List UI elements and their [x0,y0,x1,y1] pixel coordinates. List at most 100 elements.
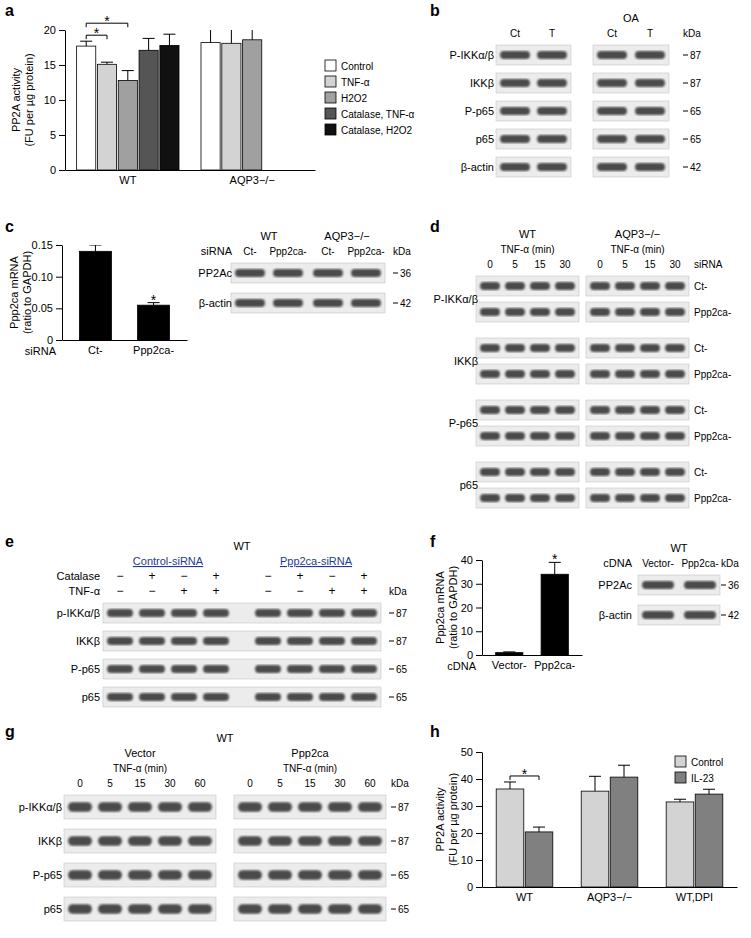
row-label: IKKβ [38,835,62,847]
lane-label: 0 [247,778,253,789]
band [615,282,635,290]
group-label: Ppp2ca-siRNA [280,555,353,567]
kda-dash [389,697,394,698]
band [480,468,500,476]
band [505,432,525,440]
band [635,107,665,115]
bar-chart: a05101520WTAQP3−/−PP2A activity(FU per µ… [5,2,415,186]
band [319,665,345,673]
band [537,107,567,115]
blot: gWTVectorPpp2caTNF-α (min)TNF-α (min)051… [5,723,410,921]
blot-background [586,462,689,482]
significance: * [522,766,528,782]
axis-line [482,753,483,888]
row-label: p65 [476,133,494,145]
tick-label: Ppp2ca- [133,344,174,356]
row-label: p-IKKα/β [57,607,100,619]
lane-label: 5 [107,778,113,789]
bar [97,64,116,170]
tick-mark [56,245,62,246]
kda-dash [393,303,398,304]
tick-label: Ppp2ca- [534,659,575,671]
band [615,308,635,316]
band [615,344,635,352]
bar [525,832,553,887]
kda-dash [683,83,688,84]
tick-label: 20 [461,827,473,839]
blot-background [476,400,579,420]
band [590,468,610,476]
y-axis-title: (ratio to GAPDH) [21,251,33,334]
row-label: β-actin [199,297,232,309]
band [188,904,212,914]
tick-mark [59,30,65,31]
band [68,802,92,812]
blot-background [103,687,381,707]
blot-background [231,263,385,283]
treatment-value: − [148,584,155,598]
error-bar [589,776,601,791]
lane-label: Ct [510,28,520,39]
band [188,870,212,880]
significance: * [151,292,157,308]
blot-background [234,829,386,853]
tick-mark [56,308,62,309]
band [590,432,610,440]
conditions-title: siRNA [694,259,723,270]
blot-background [638,605,720,625]
band [139,665,165,673]
band [298,904,322,914]
blot-background [64,897,216,921]
tick-mark [476,655,482,656]
lane-label: 15 [534,259,546,270]
legend-label: Control [341,61,373,72]
band [358,836,382,846]
tick: 20 [461,602,482,614]
band [235,299,265,307]
kda-label: 36 [728,580,740,591]
tick-label: 10 [461,854,473,866]
kda-dash [683,55,688,56]
band [235,269,265,277]
lane-label: 5 [512,259,518,270]
lane-label: 30 [164,778,176,789]
band [500,79,530,87]
group-title: TNF-α (min) [500,244,554,255]
band [139,637,165,645]
band [203,609,229,617]
lane-title: cDNA [603,557,632,569]
band [158,904,182,914]
band [107,665,133,673]
band [313,269,343,277]
legend-label: TNF-α [341,77,370,88]
error-bar [80,41,92,46]
band [505,370,525,378]
blot-background [476,364,579,384]
treatment-value: + [148,569,155,583]
tick-label: 0.15 [32,239,53,251]
band [107,609,133,617]
blot-background [586,364,689,384]
blot-background [64,795,216,819]
band [255,637,281,645]
group-title: TNF-α (min) [113,763,167,774]
y-axis: 05101520 [44,24,66,176]
band [319,609,345,617]
group-label: WT [260,230,277,242]
band [128,836,152,846]
panel-label: f [430,533,436,550]
blot-background [476,426,579,446]
band [684,611,716,619]
treatment-label: TNF-α [69,585,101,597]
legend: ControlIL-23 [675,756,723,784]
group-label: Control-siRNA [133,555,204,567]
band [530,468,550,476]
tick: 20 [44,24,65,36]
band [128,904,152,914]
band [480,308,500,316]
band [640,282,660,290]
treatment-value: − [116,569,123,583]
band [505,282,525,290]
band [319,693,345,701]
error-bar [503,651,515,653]
